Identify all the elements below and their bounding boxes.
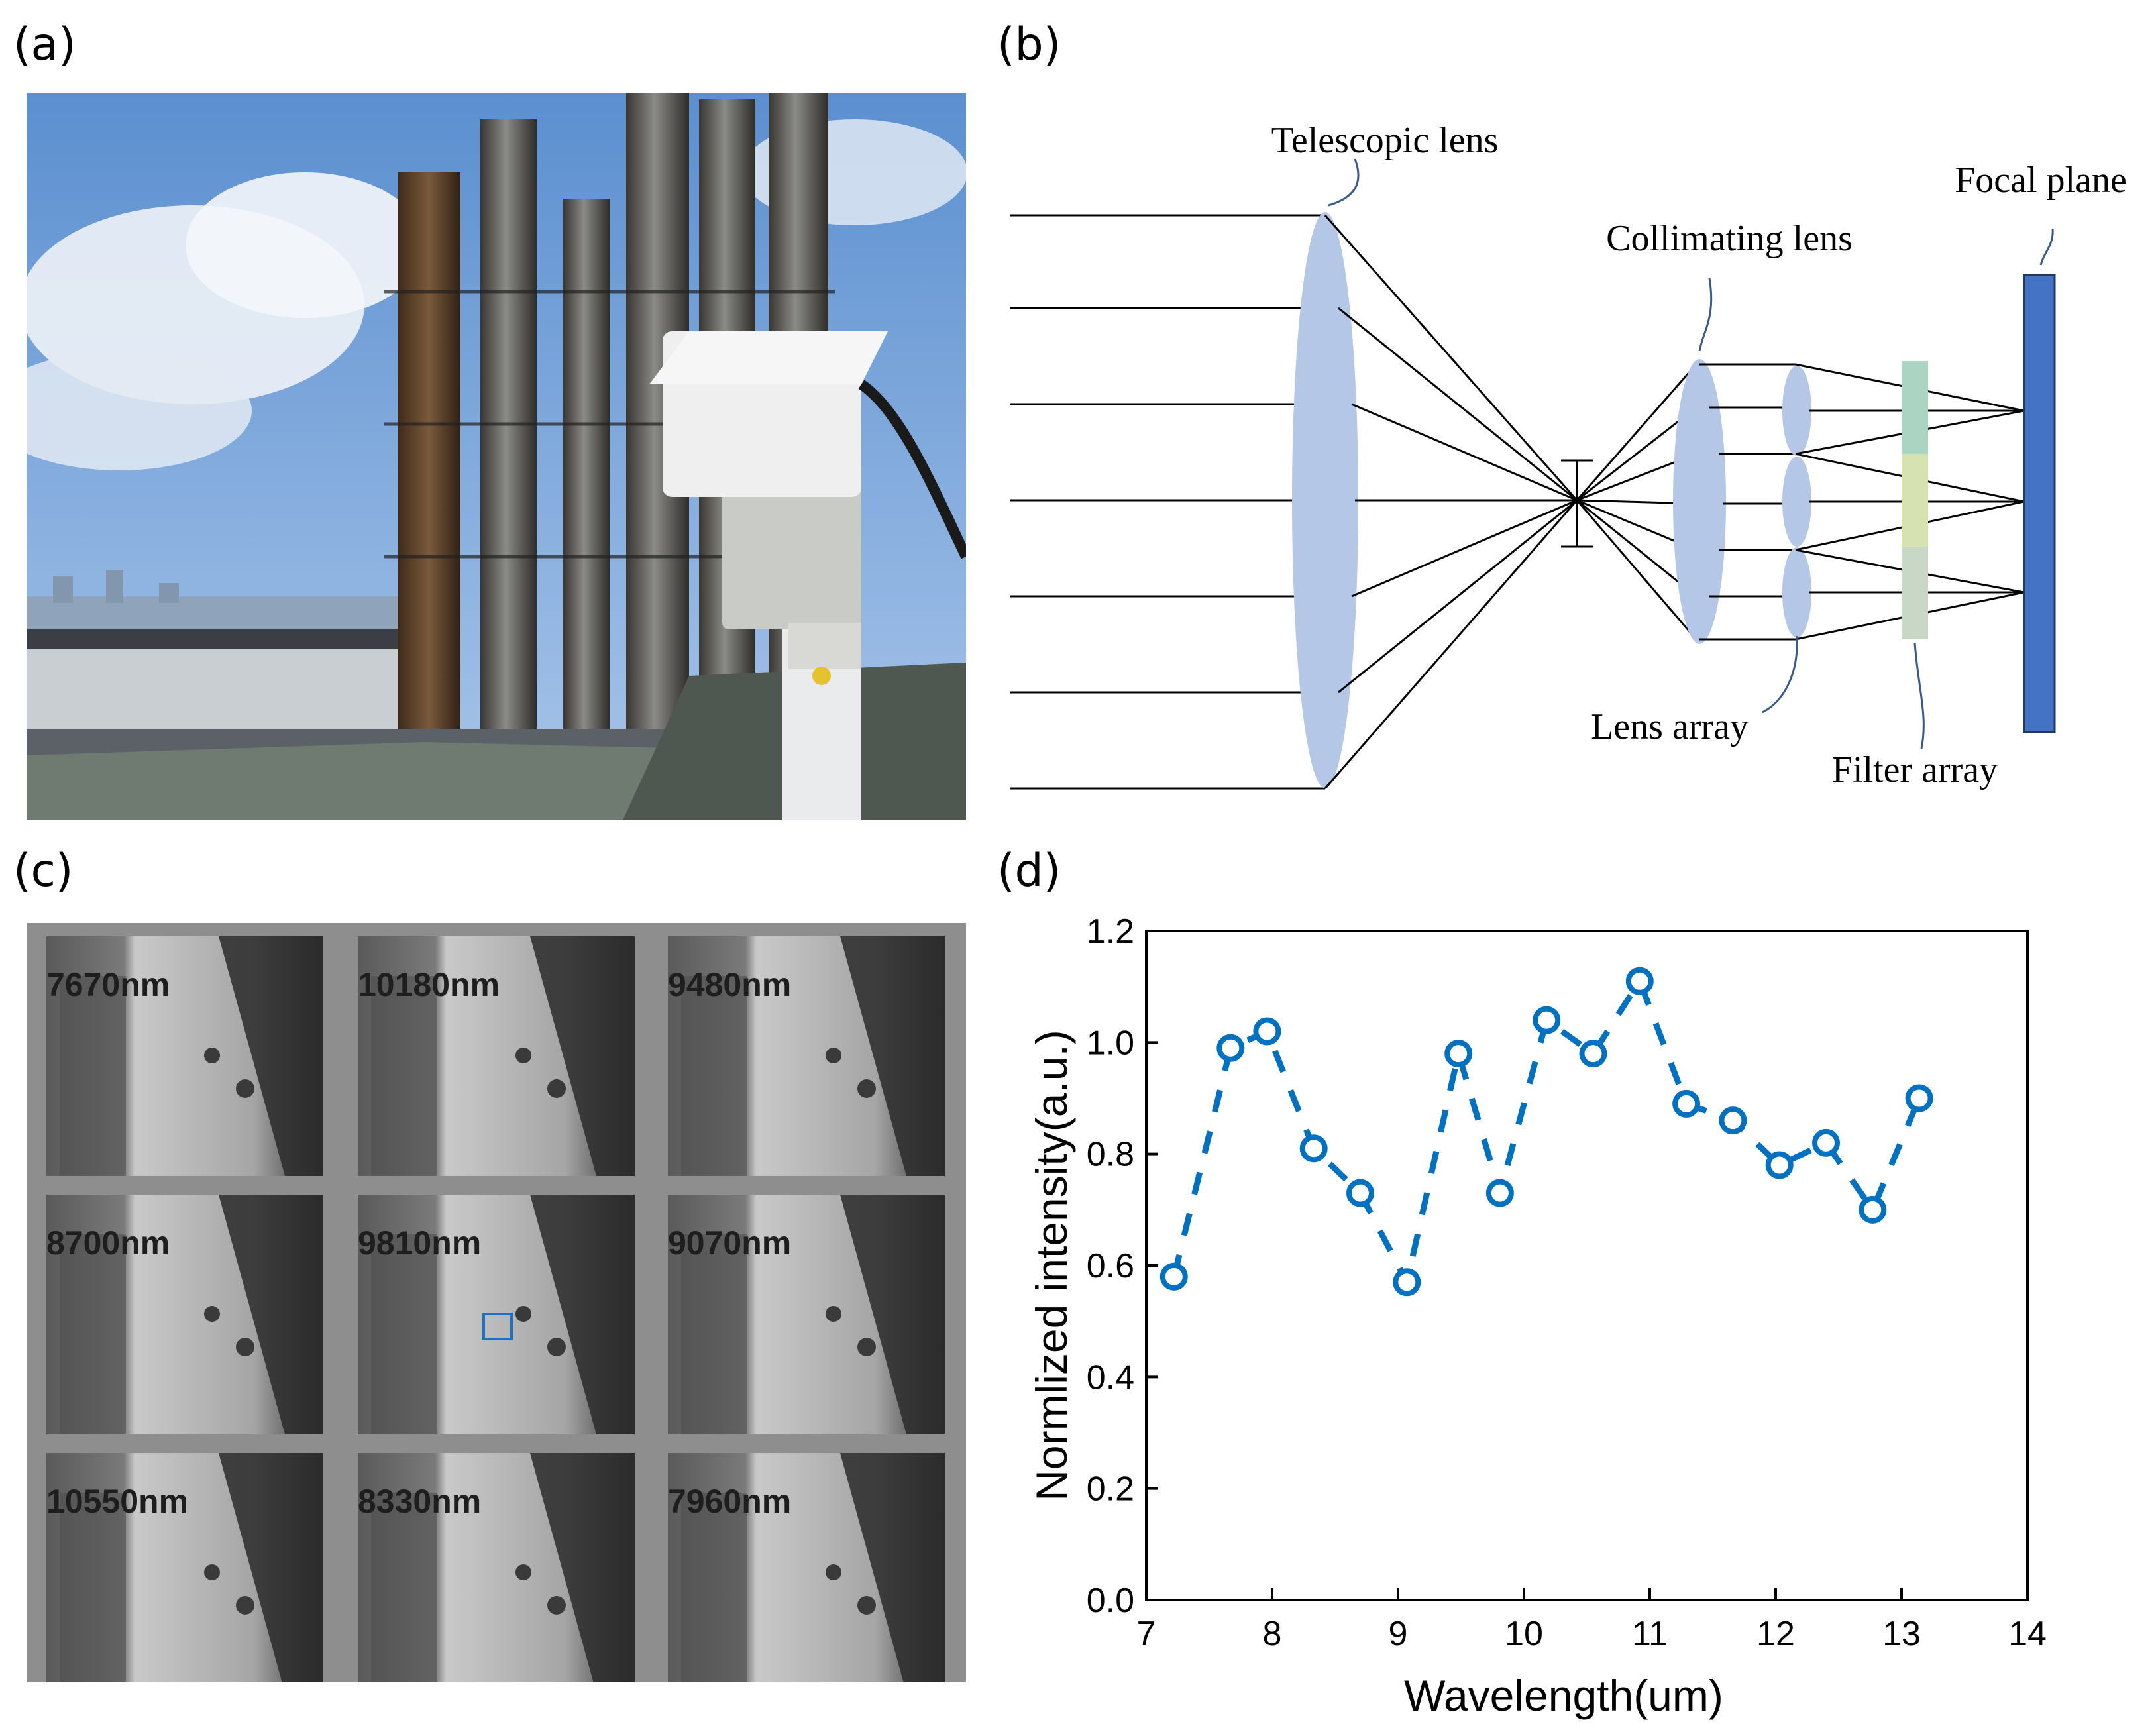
tile-wavelength-label: 9480nm (668, 966, 791, 1003)
data-point (1444, 1040, 1473, 1068)
label-focal-plane: Focal plane (1955, 160, 2127, 201)
y-tick-label: 1.2 (1087, 912, 1134, 951)
ir-tile: 7960nm (668, 1453, 945, 1693)
ir-tile: 8700nm (46, 1195, 323, 1434)
optical-diagram: Telescopic lens Collimating lens Focal p… (1010, 120, 2127, 790)
filter-array-segment-3 (1902, 547, 1928, 639)
data-point (1485, 1179, 1514, 1207)
focal-plane (2023, 274, 2056, 733)
data-point (1533, 1006, 1561, 1034)
data-point (1719, 1106, 1747, 1135)
ir-tile: 10550nm (46, 1453, 323, 1693)
x-tick-label: 10 (1505, 1615, 1543, 1653)
y-tick-label: 0.2 (1087, 1470, 1134, 1509)
ir-tile: 9070nm (668, 1195, 945, 1434)
data-point (1159, 1262, 1188, 1291)
ir-tile: 8330nm (358, 1453, 635, 1693)
ir-tile: 7670nm (46, 936, 323, 1176)
y-tick-label: 0.0 (1087, 1582, 1134, 1620)
x-tick-label: 8 (1263, 1615, 1282, 1653)
data-point (1299, 1134, 1328, 1163)
filter-array-segment-2 (1902, 454, 1928, 547)
aperture-stop (1561, 459, 1593, 548)
collimating-lens (1673, 359, 1726, 644)
y-axis-title: Normlized intensity(a.u.) (1027, 1030, 1076, 1501)
data-point (1393, 1268, 1421, 1297)
intensity-chart: 7 8 9 10 11 12 13 14 0.0 0.2 0.4 0.6 0.8 1.0 1.2 Wavel… (1027, 912, 2047, 1720)
data-point (1625, 967, 1654, 995)
label-filter-array: Filter array (1832, 749, 1998, 790)
filter-array-segment-1 (1902, 361, 1928, 454)
tile-wavelength-label: 8330nm (358, 1483, 481, 1520)
data-point (1765, 1151, 1794, 1179)
x-tick-label: 14 (2008, 1615, 2047, 1653)
ir-tile: 9810nm (358, 1195, 635, 1434)
tile-wavelength-label: 10180nm (358, 966, 500, 1003)
x-tick-label: 13 (1882, 1615, 1921, 1653)
data-point (1346, 1179, 1374, 1207)
tile-wavelength-label: 7670nm (46, 966, 170, 1003)
label-telescopic-lens: Telescopic lens (1271, 120, 1499, 161)
lens-array-element-3 (1782, 547, 1811, 637)
converging-rays (1324, 215, 1698, 789)
panel-label-d: (d) (997, 845, 1061, 897)
x-tick-label: 11 (1632, 1615, 1668, 1653)
x-tick-label: 12 (1756, 1615, 1795, 1653)
data-point (1579, 1040, 1607, 1068)
tile-wavelength-label: 7960nm (668, 1483, 791, 1520)
label-lens-array: Lens array (1591, 706, 1749, 747)
infrared-image-grid: 7670nm 10180nm 9480nm 8700nm 9810nm 9070nm 105… (27, 923, 966, 1693)
x-tick-label: 9 (1389, 1615, 1408, 1653)
data-point (1216, 1034, 1245, 1062)
panel-label-c: (c) (13, 845, 74, 897)
tile-wavelength-label: 9810nm (358, 1224, 481, 1262)
ir-tile: 9480nm (668, 936, 945, 1176)
lens-array-element-2 (1782, 457, 1811, 547)
data-point (1859, 1195, 1887, 1224)
y-tick-label: 1.0 (1087, 1024, 1134, 1062)
y-tick-label: 0.4 (1087, 1358, 1134, 1397)
x-axis-title: Wavelength(um) (1404, 1671, 1723, 1720)
y-tick-label: 0.8 (1087, 1136, 1134, 1174)
data-point (1812, 1128, 1840, 1157)
telescopic-lens (1292, 212, 1358, 788)
x-tick-label: 7 (1137, 1615, 1156, 1653)
roi-box (482, 1313, 513, 1340)
photo-refinery-camera (27, 93, 966, 820)
y-tick-label: 0.6 (1087, 1247, 1134, 1285)
lens-array-element-1 (1782, 366, 1811, 456)
series-line (1171, 974, 1922, 1291)
label-collimating-lens: Collimating lens (1606, 218, 1853, 259)
tile-wavelength-label: 10550nm (46, 1483, 188, 1520)
panel-label-b: (b) (997, 19, 1061, 71)
data-point (1253, 1017, 1281, 1046)
tile-wavelength-label: 8700nm (46, 1224, 170, 1262)
data-point (1905, 1084, 1933, 1112)
tile-wavelength-label: 9070nm (668, 1224, 791, 1262)
incoming-rays (1010, 214, 1325, 790)
ir-tile: 10180nm (358, 936, 635, 1176)
panel-label-a: (a) (13, 19, 76, 71)
data-point (1672, 1089, 1701, 1118)
